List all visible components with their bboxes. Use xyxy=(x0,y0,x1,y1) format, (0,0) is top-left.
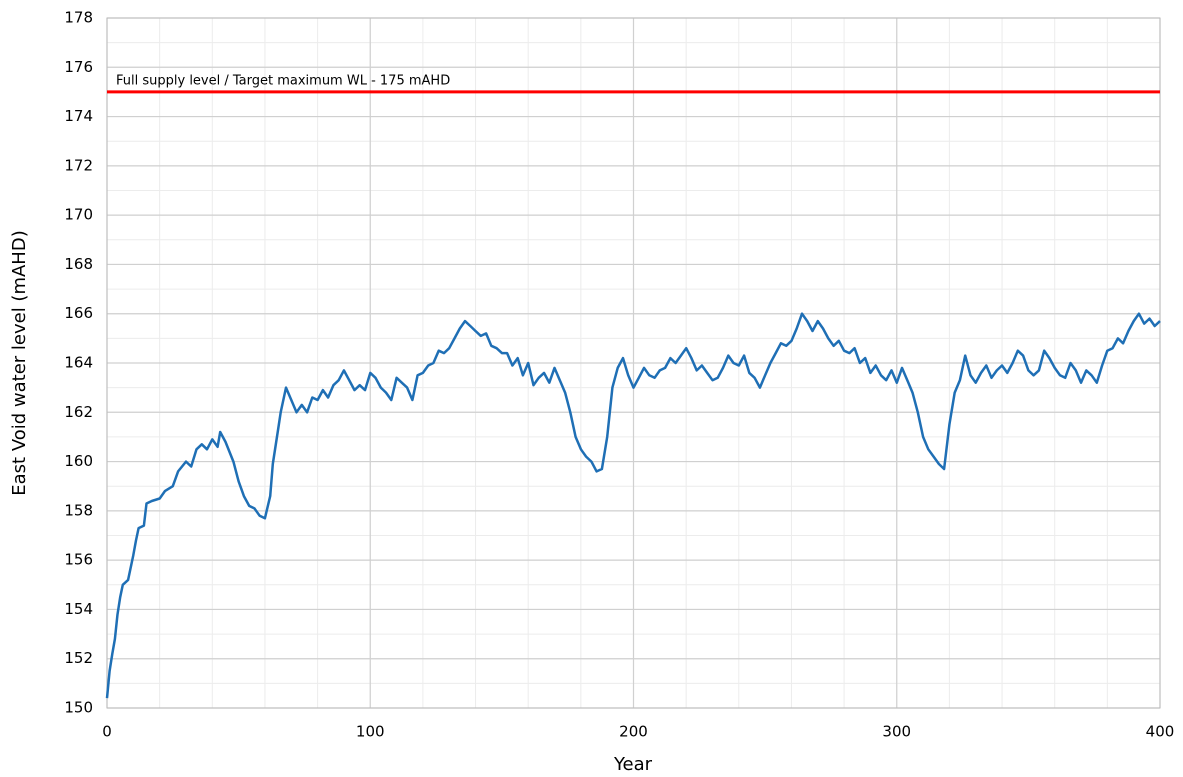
plot-border xyxy=(106,17,1161,709)
x-tick-label: 200 xyxy=(619,723,648,741)
y-tick-label: 164 xyxy=(64,354,93,372)
x-axis-title: Year xyxy=(613,754,653,775)
y-tick-label: 150 xyxy=(64,699,93,717)
y-axis-title: East Void water level (mAHD) xyxy=(9,230,30,495)
y-tick-label: 176 xyxy=(64,58,93,76)
y-tick-label: 166 xyxy=(64,304,93,322)
y-tick-label: 154 xyxy=(64,600,93,618)
y-tick-label: 152 xyxy=(64,649,93,667)
y-tick-label: 170 xyxy=(64,206,93,224)
reference-label: Full supply level / Target maximum WL - … xyxy=(116,73,450,88)
x-tick-label: 100 xyxy=(356,723,385,741)
x-tick-label: 0 xyxy=(102,723,112,741)
y-tick-label: 158 xyxy=(64,501,93,519)
y-tick-label: 172 xyxy=(64,156,93,174)
data-line xyxy=(105,312,1161,699)
y-tick-label: 156 xyxy=(64,551,93,569)
y-tick-label: 160 xyxy=(64,452,93,470)
y-tick-label: 162 xyxy=(64,403,93,421)
x-tick-label: 300 xyxy=(882,723,911,741)
y-tick-label: 174 xyxy=(64,107,93,125)
y-tick-label: 168 xyxy=(64,255,93,273)
y-tick-label: 178 xyxy=(64,9,93,27)
grid xyxy=(106,17,1161,709)
x-tick-label: 400 xyxy=(1146,723,1175,741)
